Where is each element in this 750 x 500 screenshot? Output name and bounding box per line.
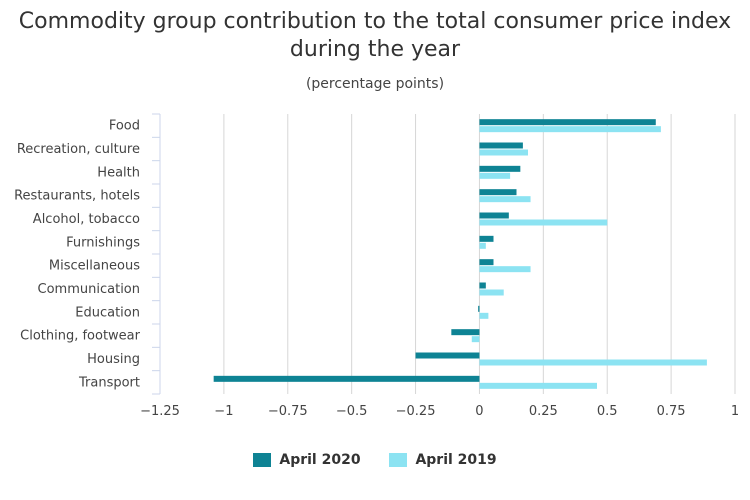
x-tick-label: 0.25 bbox=[529, 404, 558, 419]
category-label: Alcohol, tobacco bbox=[33, 212, 140, 227]
legend-item-april-2020[interactable]: April 2020 bbox=[253, 452, 361, 468]
legend-item-april-2019[interactable]: April 2019 bbox=[389, 452, 497, 468]
bar-april-2020 bbox=[479, 235, 494, 242]
bar-april-2019 bbox=[479, 359, 707, 366]
category-label: Education bbox=[75, 305, 140, 320]
bar-april-2019 bbox=[479, 172, 511, 179]
x-tick-label: −0.75 bbox=[268, 404, 308, 419]
bar-april-2019 bbox=[479, 289, 504, 296]
bar-april-2019 bbox=[471, 336, 480, 343]
chart-title: Commodity group contribution to the tota… bbox=[18, 9, 732, 62]
legend-swatch-april-2019 bbox=[389, 453, 408, 467]
x-tick-label: 0 bbox=[475, 404, 483, 419]
category-label: Communication bbox=[38, 282, 140, 297]
bar-april-2019 bbox=[479, 382, 597, 389]
bar-april-2019 bbox=[479, 196, 531, 203]
bar-april-2019 bbox=[479, 219, 608, 226]
x-tick-label: 1 bbox=[731, 404, 739, 419]
category-label: Health bbox=[97, 165, 140, 180]
legend: April 2020 April 2019 bbox=[0, 452, 750, 471]
x-tick-label: −1 bbox=[214, 404, 233, 419]
x-tick-label: 0.75 bbox=[657, 404, 686, 419]
legend-swatch-april-2020 bbox=[253, 453, 272, 467]
bar-april-2020 bbox=[451, 329, 480, 336]
legend-label-april-2020: April 2020 bbox=[279, 452, 361, 468]
x-tick-label: 0.5 bbox=[597, 404, 618, 419]
legend-label-april-2019: April 2019 bbox=[415, 452, 497, 468]
x-tick-label: −1.25 bbox=[140, 404, 180, 419]
bar-april-2019 bbox=[479, 149, 528, 156]
x-tick-label: −0.25 bbox=[396, 404, 436, 419]
category-label: Furnishings bbox=[66, 235, 140, 250]
category-label: Clothing, footwear bbox=[20, 329, 141, 344]
bar-april-2019 bbox=[479, 242, 486, 249]
bar-april-2020 bbox=[479, 189, 517, 196]
bar-april-2020 bbox=[478, 305, 480, 312]
bar-april-2019 bbox=[479, 266, 531, 273]
category-label: Housing bbox=[87, 352, 140, 367]
category-label: Restaurants, hotels bbox=[14, 189, 140, 204]
bar-april-2020 bbox=[479, 259, 494, 266]
chart-subtitle: (percentage points) bbox=[305, 76, 445, 92]
bar-april-2020 bbox=[479, 212, 509, 219]
category-label: Recreation, culture bbox=[17, 142, 140, 157]
bar-april-2020 bbox=[479, 119, 656, 126]
bar-april-2020 bbox=[479, 165, 521, 172]
bar-april-2019 bbox=[479, 312, 489, 319]
bar-april-2020 bbox=[415, 352, 480, 359]
category-label: Food bbox=[109, 119, 140, 134]
bar-april-2019 bbox=[479, 126, 661, 133]
bar-april-2020 bbox=[479, 282, 486, 289]
category-label: Miscellaneous bbox=[49, 259, 140, 274]
x-tick-label: −0.5 bbox=[336, 404, 368, 419]
bar-april-2020 bbox=[479, 142, 523, 149]
category-label: Transport bbox=[78, 375, 140, 390]
bar-april-2020 bbox=[213, 375, 480, 382]
